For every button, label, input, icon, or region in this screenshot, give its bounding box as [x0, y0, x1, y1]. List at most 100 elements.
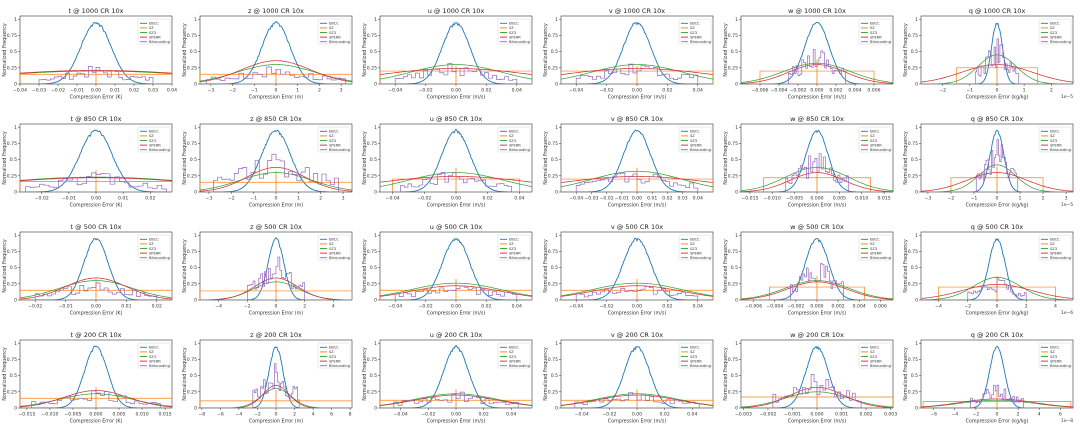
y-tick-label: 1: [555, 17, 558, 23]
y-tick-label: 1: [194, 125, 197, 131]
x-tick-label: 0.04: [693, 196, 703, 202]
x-axis-label: Compression Error (m/s): [608, 311, 667, 317]
y-tick-label: 0.5: [370, 373, 377, 379]
chart-title: t @ 200 CR 10x: [71, 331, 122, 339]
subplot-21: v @ 200 CR 10x 0 0.25 0.5 0.75 1 Normalized Fr…: [543, 331, 714, 425]
legend-label-bitrounding: Bitrounding: [149, 40, 170, 44]
legend: [678, 18, 712, 45]
chart-title: w @ 500 CR 10x: [790, 223, 844, 231]
y-tick-label: 0.5: [551, 49, 558, 55]
x-tick-label: −0.002: [759, 412, 776, 418]
legend-label-sz3: SZ3: [870, 247, 877, 251]
legend-label-ebcc: EBCC: [690, 22, 700, 26]
x-axis-label: Compression Error (m/s): [608, 419, 667, 425]
y-tick-label: 0: [735, 82, 738, 88]
x-tick-label: −0.010: [41, 412, 58, 418]
series-bitrounding: [741, 153, 893, 192]
series-sperr: [200, 277, 352, 300]
x-axis-label: Compression Error (K): [70, 95, 123, 101]
legend-label-sperr: SPERR: [509, 35, 521, 39]
series-sperr: [20, 177, 172, 182]
legend-label-sperr: SPERR: [870, 143, 882, 147]
series-sz3: [561, 393, 713, 406]
subplot-10: w @ 850 CR 10x 0 0.25 0.5 0.75 1 Normalized Fr…: [723, 115, 894, 209]
y-tick-label: 0: [14, 82, 17, 88]
x-tick-label: −2: [228, 196, 235, 202]
legend-label-sz3: SZ3: [870, 139, 877, 143]
legend-label-ebcc: EBCC: [870, 22, 880, 26]
legend-label-bitrounding: Bitrounding: [509, 256, 530, 260]
x-axis-label: Compression Error (m/s): [427, 311, 486, 317]
legend-label-bitrounding: Bitrounding: [329, 40, 350, 44]
x-tick-label: 0.04: [506, 412, 516, 418]
series-bitrounding: [921, 38, 1073, 84]
series-bitrounding: [20, 390, 172, 408]
series-ebcc: [561, 129, 713, 192]
y-tick-label: 0.75: [367, 357, 377, 363]
y-tick-label: 0.25: [187, 389, 197, 395]
series-sz: [200, 400, 352, 408]
x-tick-label: 0.03: [677, 196, 687, 202]
x-tick-label: 0.00: [91, 304, 101, 310]
x-tick-label: −0.015: [18, 412, 35, 418]
x-tick-label: −6: [930, 412, 937, 418]
legend-label-ebcc: EBCC: [329, 346, 339, 350]
x-offset-label: 1e−6: [1061, 310, 1073, 316]
x-tick-label: 0.005: [833, 196, 846, 202]
legend-label-sz3: SZ3: [1050, 31, 1057, 35]
series-sz: [200, 73, 352, 84]
subplot-20: u @ 200 CR 10x 0 0.25 0.5 0.75 1 Normalized Fr…: [362, 331, 533, 425]
x-tick-label: 0: [996, 304, 999, 310]
y-tick-label: 0.75: [7, 141, 17, 147]
y-tick-label: 0.5: [731, 373, 738, 379]
legend-label-sz: SZ: [149, 350, 154, 354]
y-tick-label: 0.5: [911, 265, 918, 271]
series-ebcc: [380, 128, 532, 192]
y-tick-label: 0.75: [187, 249, 197, 255]
y-tick-label: 1: [555, 341, 558, 347]
chart-title: t @ 850 CR 10x: [71, 115, 122, 123]
y-tick-label: 0.75: [728, 357, 738, 363]
legend-label-ebcc: EBCC: [690, 346, 700, 350]
x-tick-label: 0.02: [481, 88, 491, 94]
series-sperr: [741, 64, 893, 84]
legend-label-sz: SZ: [690, 26, 695, 30]
series-sz3: [921, 276, 1073, 300]
y-axis-label: Normalized Frequency: [903, 23, 909, 77]
x-tick-label: 3: [340, 88, 343, 94]
series-sz3: [561, 64, 713, 80]
legend: [137, 342, 171, 369]
x-tick-label: 4: [332, 304, 335, 310]
series-bitrounding: [20, 172, 172, 192]
legend: [317, 342, 351, 369]
subplot-15: v @ 500 CR 10x 0 0.25 0.5 0.75 1 Normalized Fr…: [543, 223, 714, 317]
y-tick-label: 1: [374, 233, 377, 239]
legend-label-bitrounding: Bitrounding: [149, 148, 170, 152]
subplot-0: t @ 1000 CR 10x 0 0.25 0.5 0.75 1 Normalized F…: [2, 7, 177, 101]
series-ebcc: [20, 345, 172, 408]
series-sperr: [921, 172, 1073, 192]
x-tick-label: 0.02: [662, 196, 672, 202]
plot-area: [200, 20, 352, 84]
chart-title: w @ 200 CR 10x: [790, 331, 844, 339]
series-bitrounding: [561, 63, 713, 84]
series-sz: [20, 73, 172, 84]
legend-label-bitrounding: Bitrounding: [149, 256, 170, 260]
x-axis-label: Compression Error (m/s): [788, 95, 847, 101]
x-tick-label: 0.004: [853, 304, 866, 310]
x-tick-label: 0.00: [451, 196, 461, 202]
x-offset-label: 1e−5: [1061, 202, 1073, 208]
x-tick-label: −6: [217, 412, 224, 418]
legend: [317, 234, 351, 261]
series-ebcc: [921, 129, 1073, 192]
x-tick-label: −0.002: [787, 304, 804, 310]
legend-label-sz: SZ: [329, 134, 334, 138]
x-tick-label: 0.000: [810, 304, 823, 310]
y-tick-label: 0.5: [911, 373, 918, 379]
x-tick-label: 0.00: [451, 88, 461, 94]
x-tick-label: 4: [312, 412, 315, 418]
x-tick-label: 4: [1038, 412, 1041, 418]
chart-title: t @ 500 CR 10x: [71, 223, 122, 231]
x-tick-label: −0.02: [28, 304, 42, 310]
series-bitrounding: [200, 66, 352, 84]
